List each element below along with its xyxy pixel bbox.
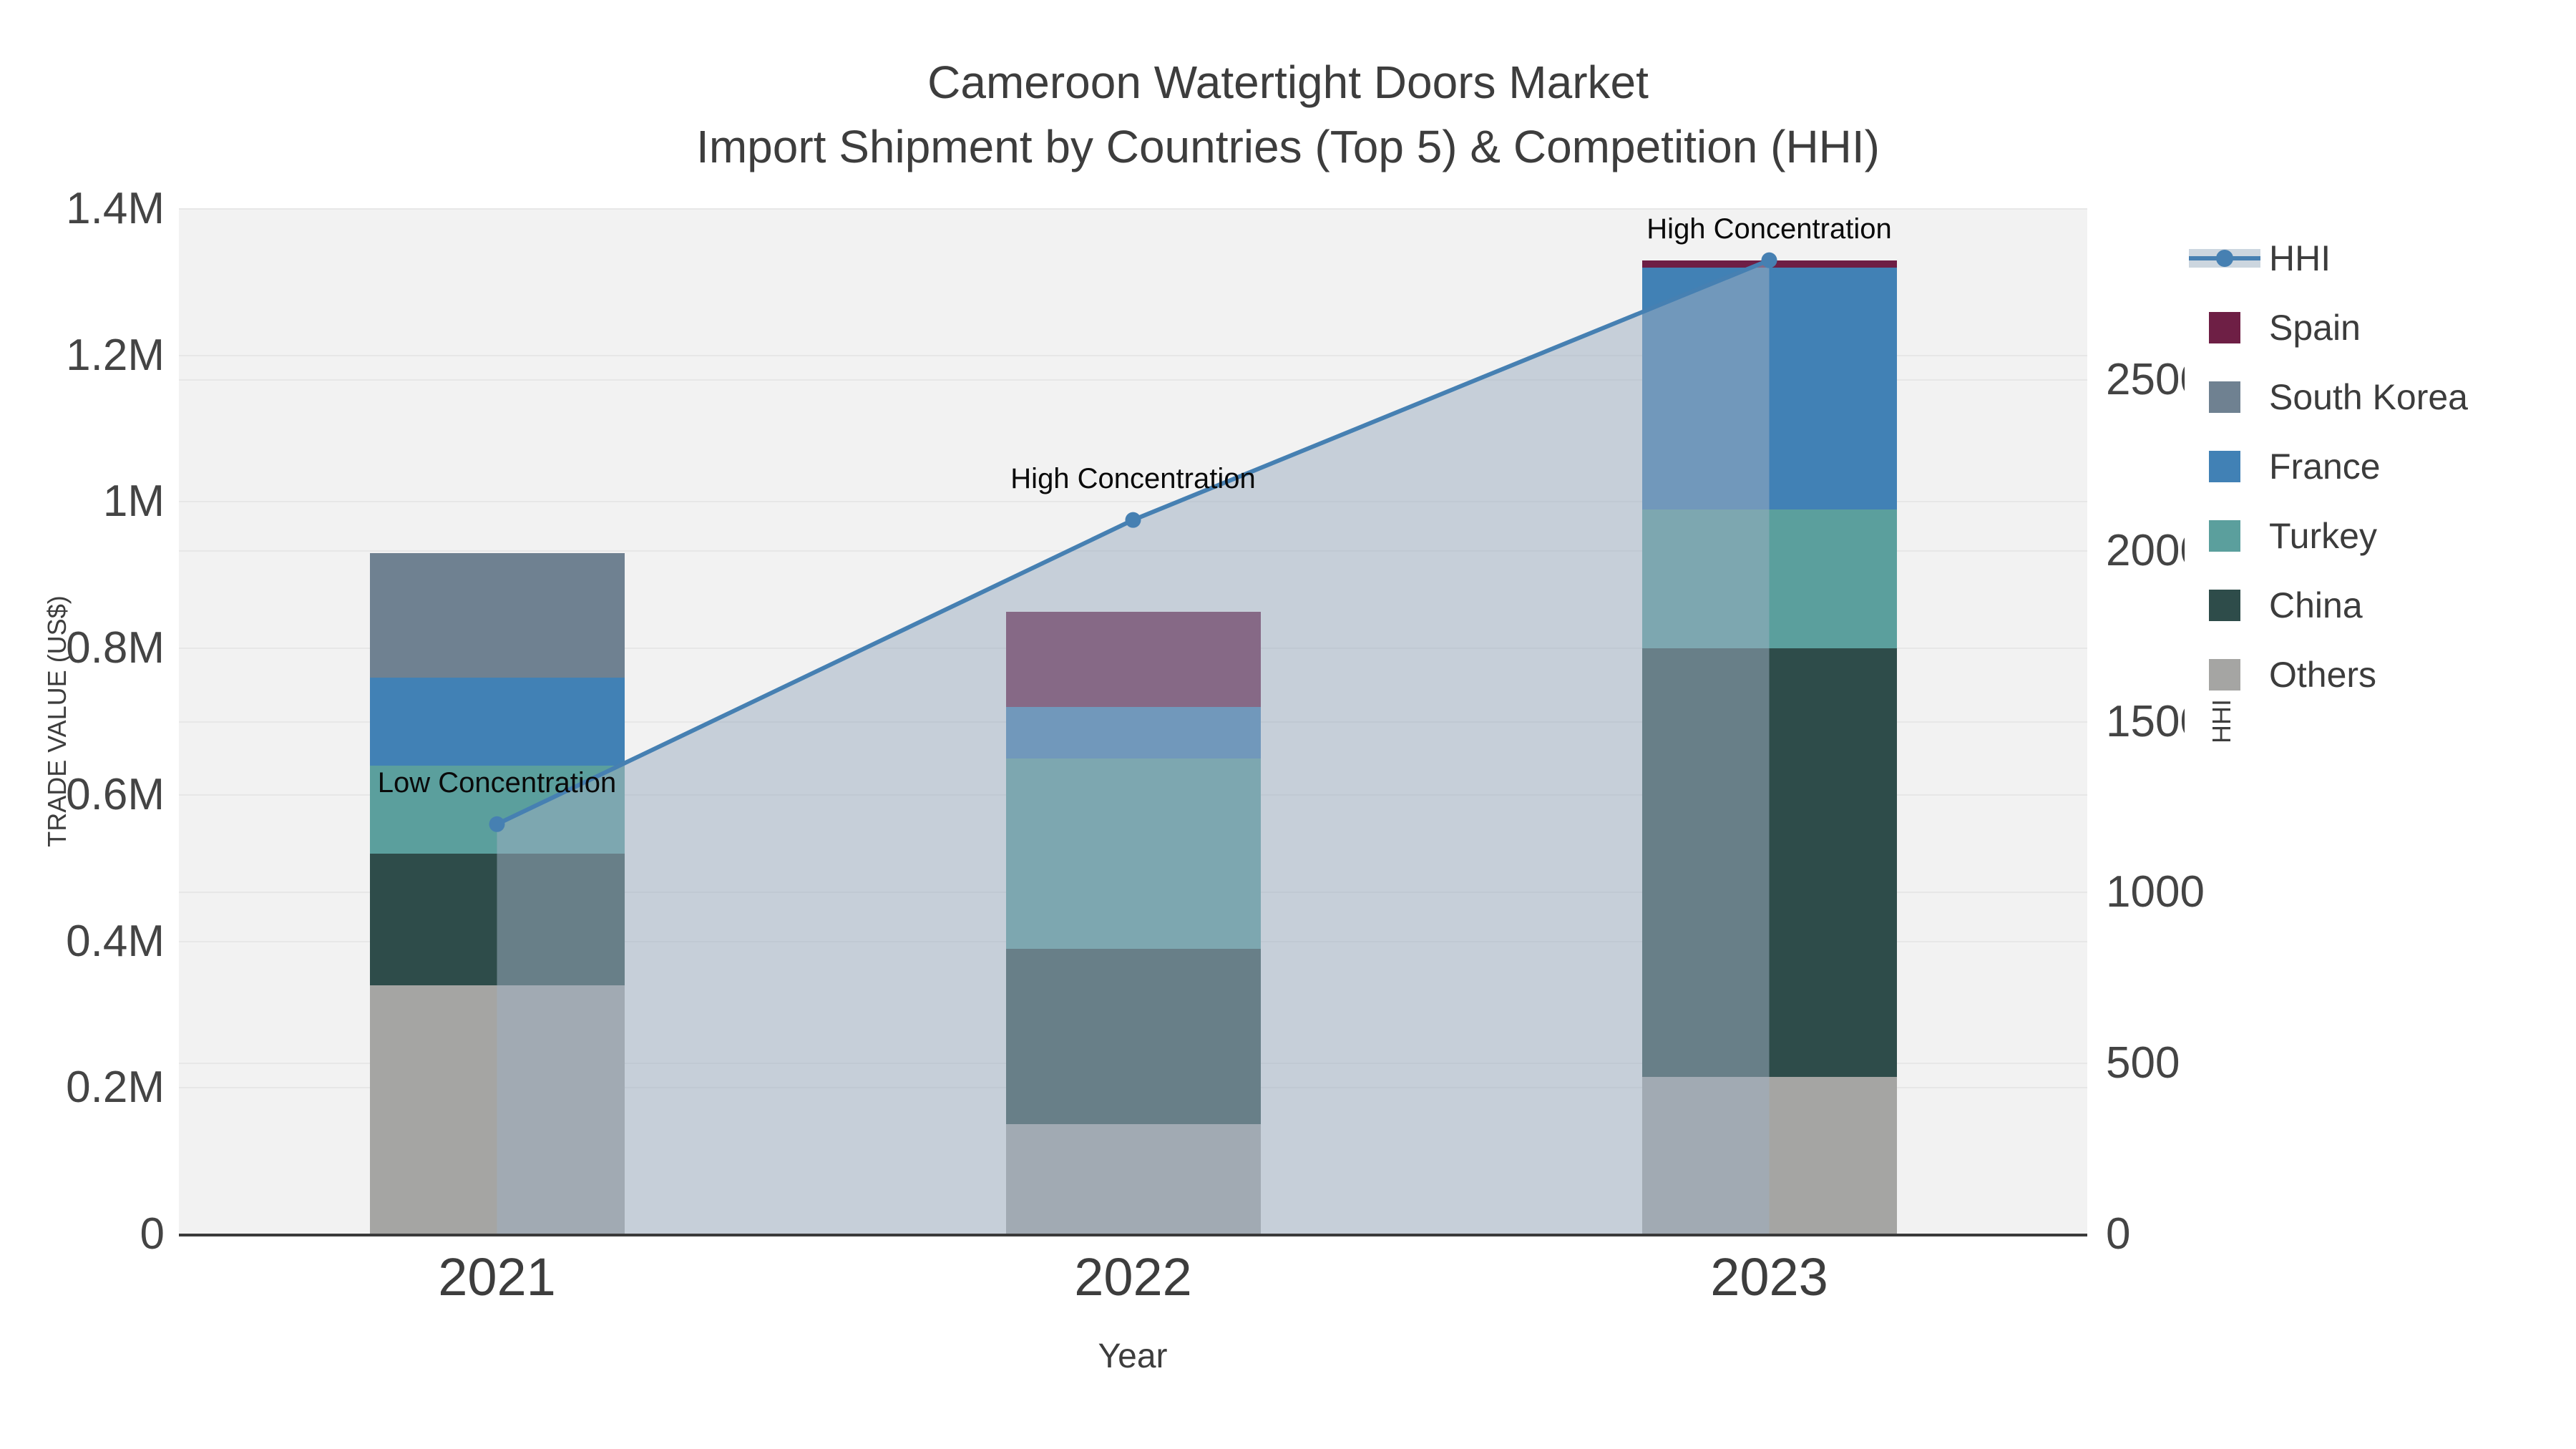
legend-swatch-icon <box>2185 311 2265 343</box>
bar-segment-others-2023[interactable] <box>1641 1076 1897 1234</box>
bar-segment-spain-2022[interactable] <box>1005 611 1261 708</box>
legend-swatch-icon <box>2185 519 2265 552</box>
legend-label: Turkey <box>2269 515 2377 556</box>
bar-segment-others-2021[interactable] <box>369 985 625 1234</box>
plot-area[interactable]: Low Concentration High Concentration High … <box>179 208 2087 1234</box>
hhi-marker-2022[interactable] <box>1125 512 1141 528</box>
legend-swatch-icon <box>2185 589 2265 621</box>
right-tick-500: 500 <box>2106 1038 2180 1088</box>
hhi-marker-2021[interactable] <box>489 816 505 832</box>
bar-segment-turkey-2022[interactable] <box>1005 758 1261 949</box>
left-tick-0: 0 <box>140 1209 165 1259</box>
bar-segment-china-2022[interactable] <box>1005 948 1261 1125</box>
hhi-marker-2023[interactable] <box>1761 252 1777 268</box>
bar-segment-south-korea-2021[interactable] <box>369 553 625 678</box>
right-tick-1000: 1000 <box>2106 867 2205 917</box>
right-tick-0: 0 <box>2106 1209 2131 1259</box>
legend-item-south-korea[interactable]: South Korea <box>2185 362 2571 431</box>
legend-label: China <box>2269 585 2363 625</box>
left-tick-0.8M: 0.8M <box>66 623 165 673</box>
left-tick-1.2M: 1.2M <box>66 330 165 380</box>
bar-segment-france-2021[interactable] <box>369 678 625 766</box>
x-tick-2022: 2022 <box>1074 1247 1192 1307</box>
left-tick-0.6M: 0.6M <box>66 769 165 819</box>
annotation-2023: High Concentration <box>1646 213 1892 245</box>
legend-item-hhi[interactable]: HHI <box>2185 223 2571 293</box>
left-tick-1.4M: 1.4M <box>66 184 165 233</box>
legend-item-spain[interactable]: Spain <box>2185 293 2571 362</box>
legend-label: South Korea <box>2269 376 2468 417</box>
legend-swatch-icon <box>2185 450 2265 482</box>
x-axis-line <box>179 1234 2087 1236</box>
legend-item-france[interactable]: France <box>2185 431 2571 501</box>
bar-segment-others-2022[interactable] <box>1005 1124 1261 1234</box>
bar-segment-china-2021[interactable] <box>369 853 625 985</box>
bar-segment-china-2023[interactable] <box>1641 648 1897 1077</box>
bar-segment-france-2022[interactable] <box>1005 707 1261 758</box>
legend: HHI Spain South Korea France Turkey China Othe… <box>2185 223 2571 758</box>
bar-segment-france-2023[interactable] <box>1641 267 1897 509</box>
legend-label: Spain <box>2269 307 2361 348</box>
legend-item-china[interactable]: China <box>2185 570 2571 640</box>
annotation-2022: High Concentration <box>1010 462 1256 494</box>
x-tick-2021: 2021 <box>438 1247 556 1307</box>
left-tick-0.2M: 0.2M <box>66 1063 165 1113</box>
legend-label: France <box>2269 446 2381 487</box>
gridline-trade-value <box>179 208 2087 210</box>
legend-label: Others <box>2269 654 2377 695</box>
left-tick-1M: 1M <box>102 477 165 527</box>
legend-item-turkey[interactable]: Turkey <box>2185 501 2571 570</box>
left-tick-0.4M: 0.4M <box>66 916 165 966</box>
hhi-line-swatch-icon <box>2185 248 2265 268</box>
chart-subtitle: Import Shipment by Countries (Top 5) & C… <box>696 121 1880 172</box>
legend-swatch-icon <box>2185 381 2265 413</box>
legend-swatch-icon <box>2185 658 2265 691</box>
x-tick-2023: 2023 <box>1710 1247 1828 1307</box>
legend-label: HHI <box>2269 238 2331 278</box>
bar-segment-turkey-2023[interactable] <box>1641 509 1897 649</box>
legend-item-others[interactable]: Others <box>2185 640 2571 709</box>
x-axis-title: Year <box>1098 1337 1168 1375</box>
chart-title: Cameroon Watertight Doors Market <box>927 57 1649 108</box>
right-axis-title: HHI <box>2207 699 2236 743</box>
annotation-2021: Low Concentration <box>377 766 617 799</box>
